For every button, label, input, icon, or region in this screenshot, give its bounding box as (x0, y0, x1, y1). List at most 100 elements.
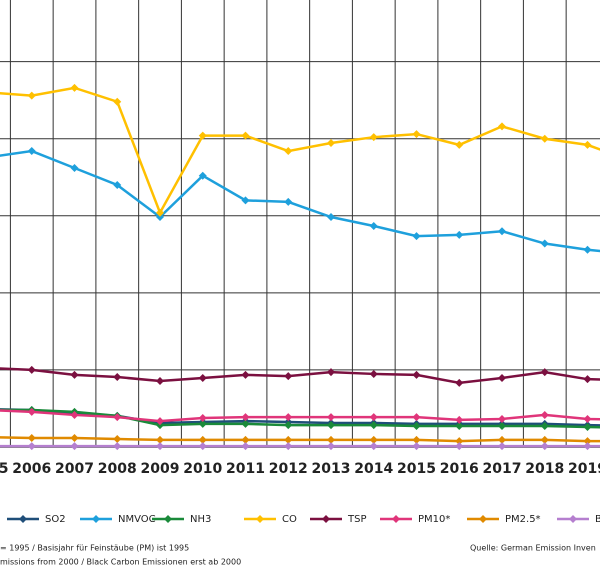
point (327, 435, 335, 444)
legend-label: SO2 (45, 514, 66, 525)
series-line (0, 408, 600, 429)
point (70, 164, 79, 173)
point (327, 413, 335, 422)
x-tick-label: 2006 (12, 461, 51, 477)
x-tick-label: 2016 (440, 461, 479, 477)
point (498, 422, 506, 431)
point (284, 147, 293, 156)
point (540, 442, 549, 451)
point (284, 413, 293, 422)
point (327, 139, 335, 148)
point (583, 422, 592, 431)
point (113, 434, 122, 443)
point (198, 131, 207, 140)
point (540, 435, 549, 444)
point (198, 435, 207, 444)
point (241, 442, 250, 451)
legend-label: PM10* (418, 514, 450, 525)
point (27, 442, 36, 451)
point (241, 196, 250, 205)
point (198, 414, 207, 423)
point (583, 375, 592, 384)
point (241, 435, 250, 444)
point (412, 435, 421, 444)
point (583, 442, 592, 451)
point (455, 415, 464, 424)
footnote: missions from 2000 / Black Carbon Emissi… (0, 558, 241, 567)
source: Quelle: German Emission Inven (470, 544, 596, 553)
point (156, 435, 164, 444)
x-tick-label: 2008 (98, 461, 137, 477)
point (284, 421, 293, 430)
x-tick-label: 2011 (226, 461, 265, 477)
series-line (0, 436, 600, 443)
legend-label: NMVOC (118, 514, 156, 525)
plot-area (0, 0, 600, 447)
point (156, 421, 164, 430)
x-tick-label: 2012 (269, 461, 308, 477)
series-line (0, 149, 600, 253)
point (113, 442, 122, 451)
legend-marker (479, 515, 487, 523)
legend-marker (92, 515, 100, 523)
x-tick-label: 2013 (312, 461, 351, 477)
point (369, 413, 378, 422)
point (113, 180, 122, 189)
x-tick-label: 2015 (397, 461, 436, 477)
point (369, 369, 378, 378)
point (369, 221, 378, 230)
point (583, 140, 592, 149)
point (369, 133, 378, 142)
point (369, 421, 378, 430)
point (284, 372, 293, 381)
point (498, 227, 506, 236)
point (369, 435, 378, 444)
legend-marker (256, 515, 264, 523)
point (455, 230, 464, 239)
point (198, 171, 207, 180)
legend-label: NH3 (190, 514, 211, 525)
point (540, 134, 549, 143)
point (284, 442, 293, 451)
x-tick-label: 2007 (55, 461, 94, 477)
point (156, 442, 164, 451)
point (156, 417, 164, 426)
point (455, 442, 464, 451)
point (498, 373, 506, 382)
point (327, 368, 335, 377)
point (455, 422, 464, 431)
point (455, 140, 464, 149)
point (498, 442, 506, 451)
x-tick-label: 2005 (0, 461, 8, 477)
legend-label: CO (282, 514, 297, 525)
legend-marker (322, 515, 330, 523)
point (455, 378, 464, 387)
point (156, 208, 164, 217)
point (27, 91, 36, 100)
point (498, 435, 506, 444)
x-tick-label: 2009 (141, 461, 180, 477)
legend-marker (569, 515, 577, 523)
point (241, 413, 250, 422)
legend-label: B (595, 514, 600, 525)
footnote: = 1995 / Basisjahr für Feinstäube (PM) i… (0, 544, 189, 553)
point (156, 213, 164, 222)
point (113, 413, 122, 422)
x-tick-label: 2014 (354, 461, 393, 477)
point (284, 435, 293, 444)
point (369, 442, 378, 451)
point (241, 419, 250, 428)
legend-marker (392, 515, 400, 523)
point (70, 83, 79, 92)
x-tick-label: 2017 (483, 461, 522, 477)
point (583, 245, 592, 254)
point (241, 131, 250, 140)
legend-marker (164, 515, 172, 523)
point (412, 130, 421, 139)
point (70, 410, 79, 419)
point (327, 213, 335, 222)
series-line (0, 367, 600, 385)
point (540, 410, 549, 419)
point (198, 419, 207, 428)
